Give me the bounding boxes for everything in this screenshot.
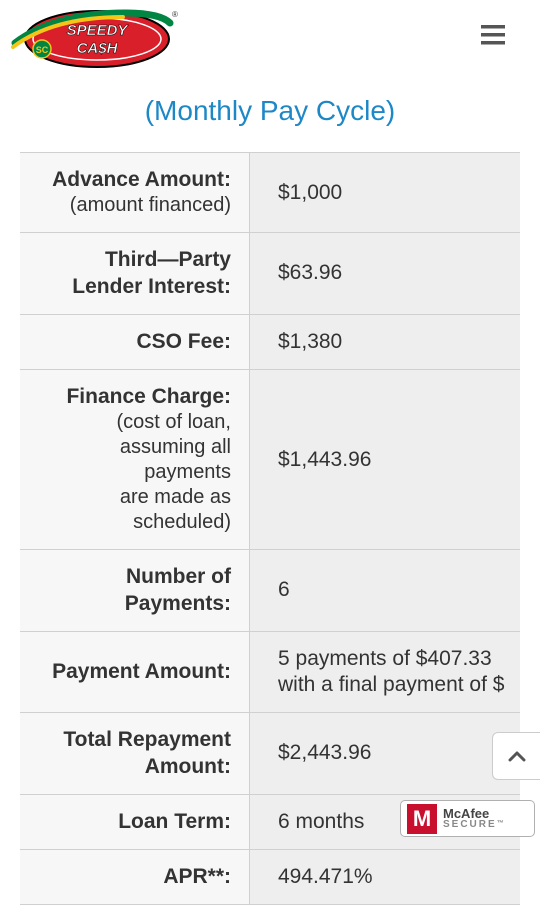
mcafee-secure-label: SECURE™ <box>443 820 506 830</box>
table-row: APR**: 494.471% <box>20 850 520 905</box>
row-label: Payment Amount: <box>20 632 250 713</box>
row-value: $1,000 <box>250 153 520 232</box>
row-label: Finance Charge: (cost of loan, assuming … <box>20 370 250 549</box>
mcafee-secure-badge[interactable]: M McAfee SECURE™ <box>400 800 535 837</box>
row-value: 5 payments of $407.33 with a final payme… <box>250 632 520 713</box>
table-row: CSO Fee: $1,380 <box>20 315 520 370</box>
mcafee-m-icon: M <box>407 804 437 834</box>
value-text: 5 payments of $407.33 <box>278 646 492 672</box>
page-subtitle: (Monthly Pay Cycle) <box>0 75 540 152</box>
label-main: Number of Payments: <box>38 564 231 617</box>
row-value: 494.471% <box>250 850 520 904</box>
header: SPEEDY CA$H SC ® <box>0 0 540 75</box>
label-main: Total Repayment Amount: <box>38 727 231 780</box>
value-text: $2,443.96 <box>278 740 492 766</box>
label-main: APR**: <box>38 864 231 890</box>
label-main: Advance Amount: <box>38 167 231 193</box>
value-text: $1,000 <box>278 180 492 206</box>
value-text: $63.96 <box>278 260 492 286</box>
label-main: Loan Term: <box>38 809 231 835</box>
svg-text:SC: SC <box>36 45 49 55</box>
row-label: Third—Party Lender Interest: <box>20 233 250 314</box>
value-text2: with a final payment of $ <box>278 672 492 698</box>
value-text: $1,380 <box>278 329 492 355</box>
table-row: Finance Charge: (cost of loan, assuming … <box>20 370 520 550</box>
svg-text:CA$H: CA$H <box>77 40 119 57</box>
value-text: $1,443.96 <box>278 447 492 473</box>
row-value: $2,443.96 <box>250 713 520 794</box>
label-sub2: are made as scheduled) <box>38 485 231 535</box>
row-value: $1,443.96 <box>250 370 520 549</box>
table-row: Number of Payments: 6 <box>20 550 520 632</box>
row-label: APR**: <box>20 850 250 904</box>
loan-details-table: Advance Amount: (amount financed) $1,000… <box>20 152 520 905</box>
table-row: Advance Amount: (amount financed) $1,000 <box>20 153 520 233</box>
svg-text:®: ® <box>172 10 178 19</box>
mcafee-text: McAfee SECURE™ <box>443 807 506 830</box>
menu-button[interactable] <box>476 20 510 55</box>
row-value: $63.96 <box>250 233 520 314</box>
table-row: Payment Amount: 5 payments of $407.33 wi… <box>20 632 520 714</box>
speedy-cash-logo[interactable]: SPEEDY CA$H SC ® <box>5 5 180 70</box>
scroll-to-top-button[interactable] <box>492 732 540 780</box>
row-label: Advance Amount: (amount financed) <box>20 153 250 232</box>
table-row: Total Repayment Amount: $2,443.96 <box>20 713 520 795</box>
row-label: Total Repayment Amount: <box>20 713 250 794</box>
chevron-up-icon <box>508 750 526 762</box>
label-main: Payment Amount: <box>38 659 231 685</box>
row-label: Number of Payments: <box>20 550 250 631</box>
label-main: Finance Charge: <box>38 384 231 410</box>
table-row: Third—Party Lender Interest: $63.96 <box>20 233 520 315</box>
row-value: 6 <box>250 550 520 631</box>
label-main: Third—Party Lender Interest: <box>38 247 231 300</box>
row-label: Loan Term: <box>20 795 250 849</box>
svg-text:SPEEDY: SPEEDY <box>67 22 130 39</box>
row-label: CSO Fee: <box>20 315 250 369</box>
label-sub: (amount financed) <box>38 193 231 218</box>
value-text: 6 <box>278 577 492 603</box>
label-sub: (cost of loan, assuming all payments <box>38 410 231 485</box>
label-main: CSO Fee: <box>38 329 231 355</box>
row-value: $1,380 <box>250 315 520 369</box>
value-text: 494.471% <box>278 864 492 890</box>
